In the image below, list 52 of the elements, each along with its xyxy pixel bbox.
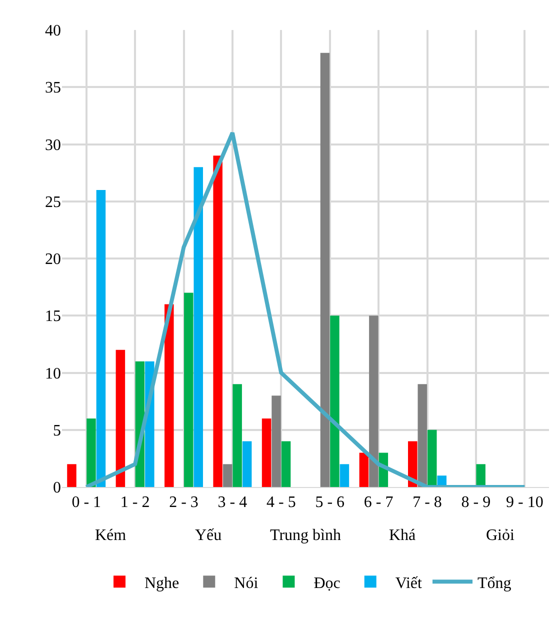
bar (184, 292, 194, 487)
x-tick-label: 9 - 10 (506, 494, 544, 512)
text: Kém (95, 527, 127, 544)
legend-label: Nghe (144, 574, 180, 592)
x-tick-label: 3 - 4 (218, 494, 248, 512)
x-tick-label: 1 - 2 (120, 494, 150, 512)
x-tick-label: 2 - 3 (169, 494, 198, 512)
legend-label: Tổng (478, 574, 512, 592)
legend-label: Viết (395, 574, 423, 592)
bar (96, 190, 106, 487)
legend-label: Nói (234, 574, 259, 592)
x-tick-label: 7 - 8 (412, 494, 442, 512)
bar (408, 441, 418, 487)
bar (213, 156, 222, 487)
x-tick-label: 4 - 5 (266, 494, 296, 512)
line-series (84, 130, 527, 487)
bar (164, 304, 174, 487)
bar (320, 52, 330, 487)
bar (116, 350, 126, 487)
y-tick-label: 20 (45, 251, 61, 268)
x-tick-label: 5 - 6 (315, 494, 345, 512)
text: Giỏi (486, 527, 515, 544)
bar (232, 384, 242, 487)
y-tick-label: 30 (45, 136, 61, 154)
bar (427, 430, 437, 487)
bar (222, 464, 232, 487)
bar (262, 418, 272, 487)
y-tick-label: 35 (45, 80, 61, 97)
bar (67, 464, 76, 487)
y-tick-label: 10 (45, 365, 61, 382)
y-tick-label: 5 (53, 422, 61, 440)
bar (86, 418, 96, 487)
text: Trung bình (270, 527, 341, 544)
bar (242, 441, 252, 487)
bar (340, 464, 350, 487)
bar (418, 384, 428, 487)
y-tick-label: 15 (45, 308, 61, 326)
bar (359, 452, 369, 487)
bar (194, 167, 203, 487)
bar (281, 441, 291, 487)
text: Khá (389, 527, 416, 544)
x-tick-label: 8 - 9 (461, 494, 491, 512)
bar (272, 396, 281, 487)
legend-label: Đọc (314, 574, 340, 592)
x-tick-label: 0 - 1 (72, 494, 102, 512)
y-tick-label: 40 (45, 22, 61, 40)
text: Yếu (195, 527, 222, 544)
bar (369, 316, 378, 487)
x-tick-label: 6 - 7 (364, 494, 394, 512)
y-tick-label: 0 (53, 480, 61, 497)
y-tick-label: 25 (45, 194, 61, 211)
bar (330, 316, 340, 487)
